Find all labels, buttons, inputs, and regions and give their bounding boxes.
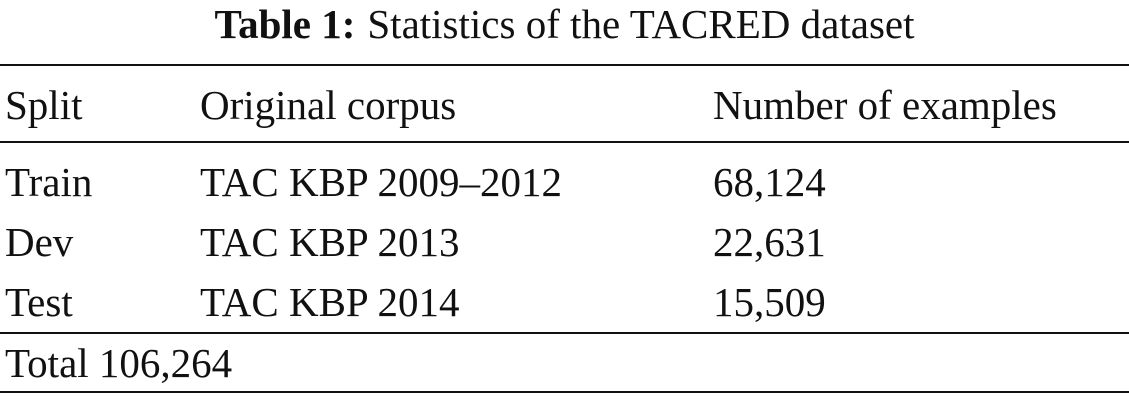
table-cell: Test <box>5 279 73 325</box>
caption-label: Table 1: <box>214 1 356 47</box>
header-rule <box>0 141 1129 143</box>
caption-text: Statistics of the TACRED dataset <box>367 1 915 47</box>
table-cell: TAC KBP 2013 <box>200 219 460 265</box>
total-label: Total <box>5 340 89 386</box>
table-cell: 22,631 <box>713 219 826 265</box>
table-cell: 15,509 <box>713 279 826 325</box>
top-rule <box>0 64 1129 66</box>
header-cell: Original corpus <box>200 82 457 128</box>
table-cell: 68,124 <box>713 159 826 205</box>
body-rule <box>0 332 1129 334</box>
total-value: 106,264 <box>98 340 233 386</box>
table-cell: TAC KBP 2009–2012 <box>200 159 562 205</box>
header-cell: Number of examples <box>713 82 1057 128</box>
header-cell: Split <box>5 82 83 128</box>
total-row: Total 106,264 <box>5 343 232 384</box>
caption: Table 1: Statistics of the TACRED dataset <box>0 4 1129 45</box>
bottom-rule <box>0 391 1129 393</box>
table-cell: Train <box>5 159 93 205</box>
table-cell: TAC KBP 2014 <box>200 279 460 325</box>
table-cell: Dev <box>5 219 74 265</box>
